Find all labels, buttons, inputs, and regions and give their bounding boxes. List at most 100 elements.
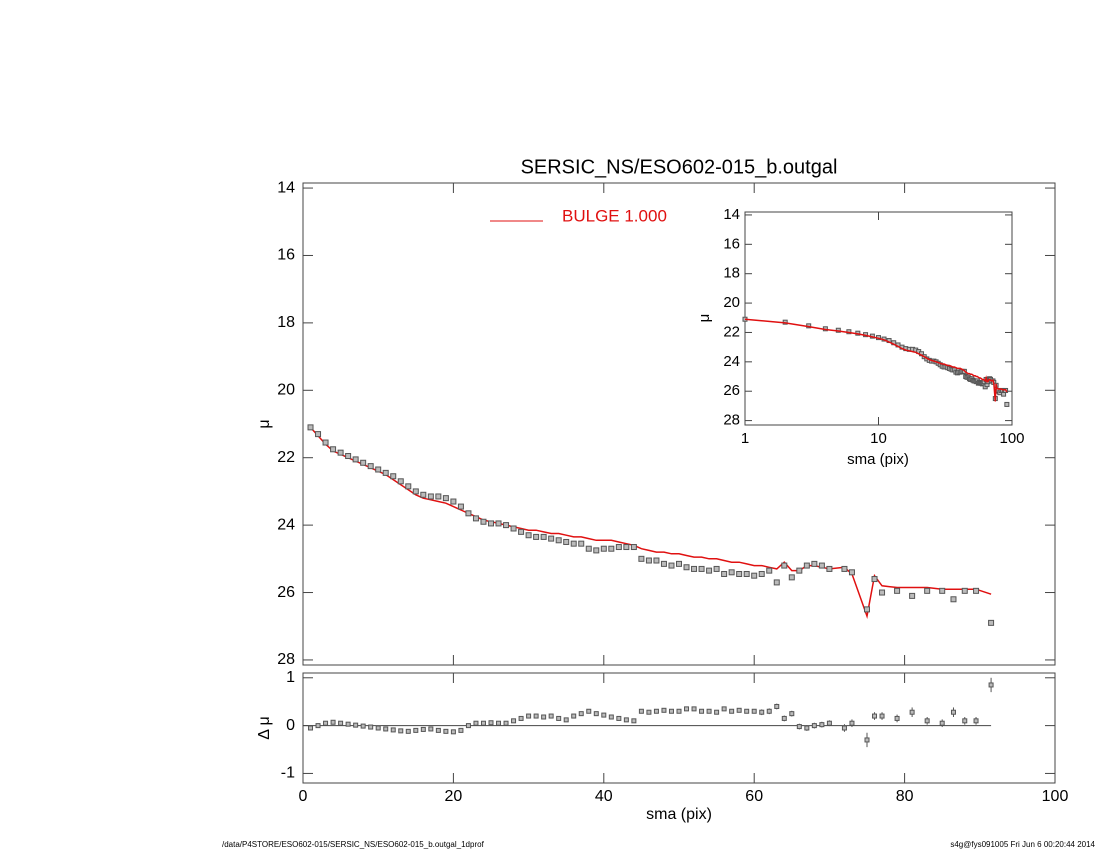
residual-point [488, 720, 494, 726]
data-point [796, 567, 803, 574]
data-point [743, 570, 750, 577]
x-tick-label: 80 [896, 788, 914, 805]
residual-point [541, 714, 547, 720]
residual-point [894, 715, 900, 721]
residual-point [480, 720, 486, 726]
data-point [766, 567, 773, 574]
data-point [894, 587, 901, 594]
data-point [909, 592, 916, 599]
residual-point [751, 708, 757, 714]
residual-point [593, 711, 599, 717]
data-point [397, 478, 404, 485]
x-tick-label: 0 [299, 788, 308, 805]
data-point [721, 570, 728, 577]
data-point [811, 560, 818, 567]
residual-point [563, 717, 569, 723]
data-point [988, 619, 995, 626]
data-point [345, 453, 352, 460]
data-point [1004, 401, 1010, 407]
data-point [427, 493, 434, 500]
data-point [973, 587, 980, 594]
residual-y-tick-label: -1 [281, 765, 295, 782]
residual-point [804, 725, 810, 731]
residual-point [962, 718, 968, 724]
footer-stamp: s4g@fys091005 Fri Jun 6 00:20:44 2014 [950, 840, 1095, 849]
residual-point [375, 725, 381, 731]
data-point [638, 555, 645, 562]
residual-point [623, 717, 629, 723]
residual-point [988, 682, 994, 688]
data-point [676, 560, 682, 567]
residual-point [684, 706, 690, 712]
data-point [442, 495, 449, 502]
data-point [390, 473, 397, 480]
data-point [472, 515, 479, 522]
residual-point [781, 715, 787, 721]
data-point [367, 463, 374, 470]
residual-point [706, 708, 712, 714]
y-tick-label: 16 [277, 247, 295, 264]
data-point [533, 533, 540, 540]
inset-y-tick-label: 18 [723, 265, 740, 282]
residual-point [668, 708, 674, 714]
data-point [570, 540, 577, 547]
residual-point [811, 723, 817, 729]
data-point [961, 587, 968, 594]
residual-point [759, 709, 765, 715]
data-point [593, 547, 600, 554]
data-point [510, 525, 517, 532]
data-point [503, 522, 510, 529]
residual-point [428, 726, 434, 732]
data-point [495, 520, 502, 527]
residual-point [496, 720, 502, 726]
residual-point [826, 720, 832, 726]
residual-point [390, 727, 396, 733]
data-point [924, 587, 931, 594]
residual-point [638, 708, 644, 714]
x-tick-label: 20 [445, 788, 463, 805]
residual-point [766, 708, 772, 714]
residual-point [819, 722, 825, 728]
residual-point [435, 727, 441, 733]
data-point [548, 535, 555, 542]
inset-x-tick-label: 1 [741, 430, 749, 447]
residual-point [950, 709, 956, 715]
inset-x-label: sma (pix) [847, 451, 909, 468]
data-point [950, 596, 957, 603]
data-point [660, 560, 667, 567]
data-point [683, 564, 690, 571]
residual-point [729, 708, 735, 714]
data-point [457, 503, 464, 510]
residual-point [578, 711, 584, 717]
residual-point [420, 726, 426, 732]
data-point [608, 545, 615, 552]
data-point [375, 466, 382, 473]
data-point [879, 589, 886, 596]
data-point [600, 545, 607, 552]
residual-point [796, 724, 802, 730]
data-point [563, 538, 570, 545]
data-point [480, 518, 487, 525]
y-tick-label: 24 [277, 516, 295, 533]
data-point [758, 570, 765, 577]
residual-point [518, 715, 524, 721]
residual-point [511, 718, 517, 724]
residual-point [345, 721, 351, 727]
residual-point [353, 722, 359, 728]
residual-point [586, 708, 592, 714]
inset-y-tick-label: 22 [723, 323, 740, 340]
residual-point [458, 727, 464, 733]
residual-y-tick-label: 1 [286, 669, 295, 686]
y-axis-label: μ [256, 419, 273, 428]
inset-y-label: μ [696, 314, 713, 323]
residual-point [533, 713, 539, 719]
data-point [330, 446, 337, 453]
residual-point [736, 707, 742, 713]
inset-y-tick-label: 16 [723, 235, 740, 252]
residual-point [661, 707, 667, 713]
data-point [788, 574, 795, 581]
data-point [826, 565, 833, 572]
data-point [322, 439, 329, 446]
data-point [540, 533, 547, 540]
